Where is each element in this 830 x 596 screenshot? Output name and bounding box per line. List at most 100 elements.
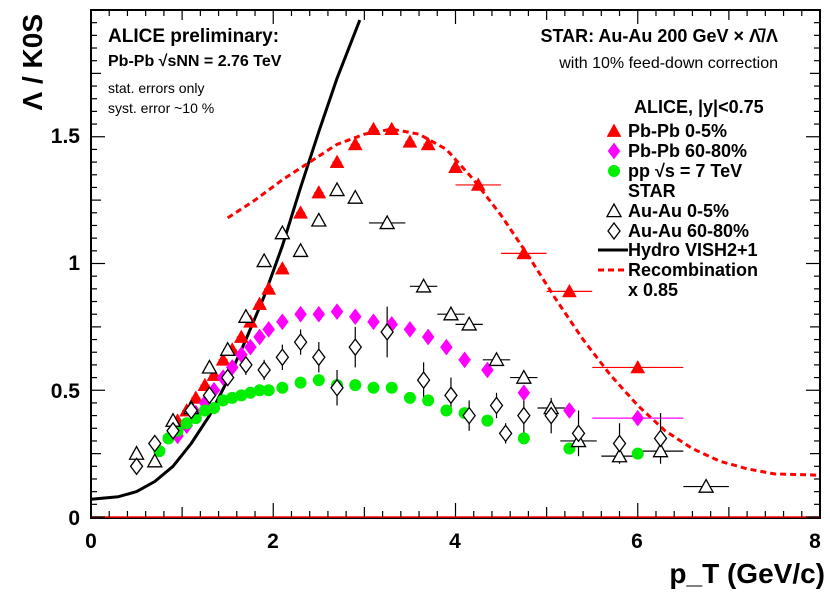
pbpb-peripheral-point: [517, 384, 531, 402]
pbpb-central-point: [402, 134, 418, 148]
legend-entry-pbpb-peripheral: Pb-Pb 60-80%: [628, 141, 747, 161]
pbpb-central-point: [448, 159, 463, 174]
pbpb-central-point: [311, 185, 327, 199]
pbpb-central-point: [347, 136, 363, 151]
auau-peripheral-point: [330, 378, 344, 397]
auau-central-point: [697, 478, 715, 493]
data-markers: [128, 121, 715, 493]
pbpb-central-point: [366, 121, 381, 135]
pbpb-energy-label: Pb-Pb √sNN = 2.76 TeV: [108, 53, 282, 70]
alice-preliminary-label: ALICE preliminary:: [108, 26, 279, 47]
pbpb-peripheral-point: [276, 313, 289, 331]
auau-peripheral-point: [653, 429, 668, 448]
auau-peripheral-point: [544, 406, 558, 425]
y-tick-labels: 0 0.5 1 1.5: [51, 125, 81, 530]
pbpb-central-point: [233, 329, 249, 343]
auau-peripheral-point: [489, 396, 504, 415]
pbpb-central-point: [630, 359, 646, 374]
pp-point: [217, 394, 230, 407]
legend-symbol-pp: [608, 165, 620, 177]
auau-central-point: [379, 214, 396, 230]
legend-header-alice: ALICE, |y|<0.75: [634, 97, 764, 117]
pbpb-central-point: [293, 205, 309, 219]
pp-point: [517, 432, 530, 445]
pp-point: [198, 404, 211, 417]
x-tick-label: 4: [449, 530, 461, 553]
legend-symbol-auau-peripheral: [607, 221, 621, 241]
pp-point: [440, 404, 453, 417]
axis-ticks: [90, 9, 821, 518]
pbpb-peripheral-point: [312, 305, 326, 323]
auau-peripheral-point: [312, 348, 326, 367]
auau-peripheral-point: [444, 386, 458, 405]
pbpb-peripheral-point: [458, 351, 471, 369]
stat-errors-note: stat. errors only: [108, 80, 204, 96]
auau-peripheral-point: [293, 333, 308, 352]
auau-central-point: [328, 181, 346, 197]
pp-point: [481, 414, 494, 427]
x-axis-title: p_T (GeV/c): [669, 558, 825, 589]
pp-point: [276, 381, 289, 394]
x-tick-labels: 0 2 4 6 8: [85, 530, 821, 553]
auau-peripheral-point: [462, 406, 476, 425]
auau-central-point: [237, 308, 255, 323]
pbpb-peripheral-point: [262, 320, 276, 338]
pbpb-central-point: [420, 136, 436, 151]
auau-peripheral-point: [129, 457, 144, 476]
y-tick-label: 1: [68, 252, 80, 275]
auau-peripheral-point: [380, 322, 394, 342]
pbpb-central-point: [561, 283, 577, 298]
x-tick-label: 8: [809, 530, 821, 553]
auau-peripheral-point: [612, 434, 627, 453]
auau-central-point: [292, 242, 309, 258]
pbpb-peripheral-point: [403, 320, 417, 338]
pp-point: [180, 417, 193, 430]
auau-central-point: [146, 452, 163, 468]
legend-entry-pp: pp √s = 7 TeV: [628, 161, 742, 181]
pp-point: [253, 384, 266, 397]
auau-peripheral-point: [498, 424, 513, 443]
auau-peripheral-point: [239, 355, 253, 374]
auau-peripheral-point: [571, 424, 586, 443]
pp-point: [208, 401, 221, 414]
legend: ALICE, |y|<0.75 Pb-Pb 0-5% Pb-Pb 60-80% …: [598, 97, 764, 300]
legend-entry-pbpb-central: Pb-Pb 0-5%: [628, 121, 727, 141]
pp-point: [262, 384, 275, 397]
auau-central-point: [310, 212, 327, 227]
pbpb-peripheral-point: [253, 328, 266, 346]
pp-point: [367, 381, 380, 394]
star-feeddown-note: with 10% feed-down correction: [558, 55, 778, 72]
pbpb-peripheral-point: [348, 308, 362, 326]
pbpb-central-point: [274, 261, 290, 275]
recombination-curve: [226, 127, 821, 477]
auau-peripheral-point: [166, 421, 180, 440]
pbpb-central-point: [197, 377, 213, 392]
auau-peripheral-point: [257, 360, 271, 380]
legend-symbols: [598, 123, 628, 272]
auau-central-point: [347, 189, 364, 204]
auau-central-point: [488, 351, 505, 367]
pbpb-central-point: [470, 177, 486, 191]
auau-central-point: [442, 305, 460, 321]
auau-central-point: [652, 442, 669, 458]
pp-point: [422, 394, 435, 407]
legend-entry-hydro: Hydro VISH2+1: [628, 240, 758, 260]
pbpb-central-point: [516, 245, 532, 260]
pbpb-central-point: [384, 121, 400, 135]
y-tick-label: 1.5: [51, 125, 81, 148]
auau-central-point: [274, 224, 291, 240]
pbpb-peripheral-point: [563, 402, 576, 419]
legend-entry-auau-peripheral: Au-Au 60-80%: [628, 221, 749, 241]
pbpb-central-point: [215, 352, 231, 366]
pp-point: [631, 447, 644, 460]
auau-central-point: [415, 277, 432, 293]
pp-point: [294, 376, 307, 389]
auau-central-point: [219, 341, 236, 356]
pbpb-peripheral-point: [631, 409, 645, 427]
y-axis-title: Λ / K0S: [17, 14, 48, 110]
y-tick-label: 0.5: [51, 380, 81, 403]
x-tick-label: 6: [631, 530, 643, 553]
auau-central-point: [461, 316, 478, 331]
legend-symbol-pbpb-peripheral: [607, 142, 621, 160]
